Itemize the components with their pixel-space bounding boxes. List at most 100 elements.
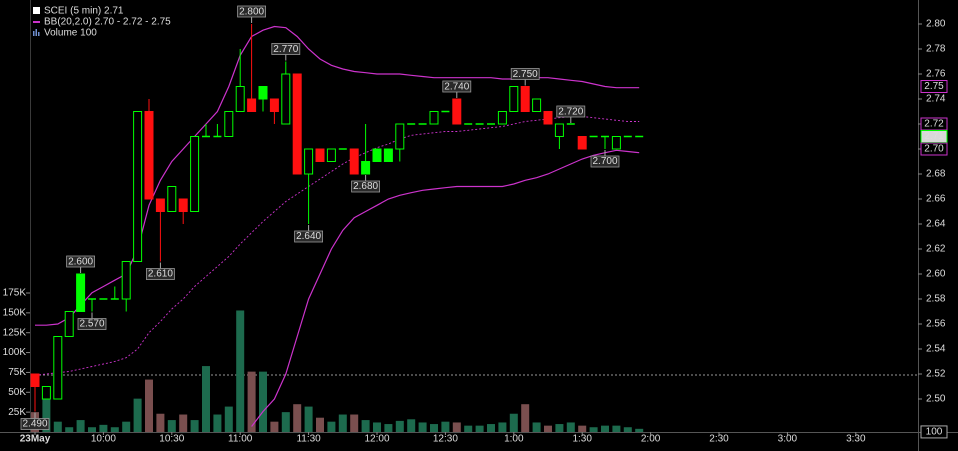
volume-bar xyxy=(612,425,621,432)
high-label-box xyxy=(66,255,95,268)
candle-body xyxy=(167,186,177,212)
candle-body xyxy=(30,373,40,387)
low-label: 2.680 xyxy=(353,181,378,192)
legend-icon xyxy=(33,29,40,36)
x-tick-label: 12:30 xyxy=(433,434,458,445)
volume-bar xyxy=(623,427,632,432)
high-label: 2.750 xyxy=(513,69,538,80)
candle-layer xyxy=(30,24,644,412)
candle xyxy=(144,99,154,200)
x-tick-label: 11:30 xyxy=(296,434,321,445)
candle xyxy=(247,24,257,112)
volume-bar xyxy=(270,421,279,432)
band-middle xyxy=(34,116,640,376)
candle-body xyxy=(121,261,131,300)
candle-body xyxy=(269,98,279,112)
volume-bar xyxy=(122,421,131,432)
legend-entry: BB(20,2.0) 2.70 - 2.72 - 2.75 xyxy=(44,17,171,28)
volume-bar xyxy=(133,398,142,432)
candle xyxy=(372,148,382,162)
legend-icon-bar xyxy=(33,31,35,36)
volume-bar xyxy=(316,417,324,432)
y-tick-label: 2.76 xyxy=(926,69,946,80)
y-tick-label: 2.56 xyxy=(926,319,946,330)
candle-body xyxy=(452,98,462,125)
low-label: 2.700 xyxy=(592,156,617,167)
candle-body xyxy=(532,98,542,112)
candle-body xyxy=(64,311,74,337)
y-tick-label: 2.66 xyxy=(926,194,946,205)
high-label-box xyxy=(556,105,586,118)
candle xyxy=(258,86,268,112)
y-tick-label: 2.62 xyxy=(926,244,946,255)
volume-bar xyxy=(532,422,541,432)
volume-bar xyxy=(327,421,336,432)
candle-body xyxy=(247,98,257,112)
candle-body xyxy=(304,148,314,175)
y-tick-label: 2.54 xyxy=(926,344,946,355)
high-label-box xyxy=(237,5,267,18)
candle xyxy=(88,298,96,312)
candle-body xyxy=(429,111,439,125)
low-label-box xyxy=(294,230,324,243)
high-label-box xyxy=(510,68,540,80)
volume-bar xyxy=(190,420,199,432)
candle-body xyxy=(190,136,200,212)
volume-bar xyxy=(224,406,233,432)
y-tick-label: 2.50 xyxy=(926,394,946,405)
volume-bar xyxy=(145,379,153,432)
candle xyxy=(601,135,609,149)
x-tick-label: 3:00 xyxy=(778,434,798,445)
volume-bar xyxy=(350,414,359,432)
volume-bar xyxy=(464,425,473,432)
x-tick-label: 1:30 xyxy=(572,434,592,445)
volume-bar xyxy=(498,422,507,432)
candle xyxy=(202,124,210,138)
high-label: 2.770 xyxy=(273,44,298,55)
axis-marker-label: 2.75 xyxy=(924,81,944,92)
low-label-box xyxy=(351,180,381,193)
candle xyxy=(64,311,74,337)
y2-tick-label: 175K xyxy=(3,288,27,299)
volume-bar xyxy=(213,414,222,432)
candle xyxy=(30,373,40,412)
label-layer: 2.490 2.600 2.570 2.610 2.800 2.770 2.640 2.680… xyxy=(20,5,620,430)
candle xyxy=(269,98,279,124)
axis-marker-label: 100 xyxy=(926,427,943,438)
high-label-box xyxy=(442,80,472,93)
candle-body xyxy=(53,336,63,400)
volume-bar xyxy=(76,420,85,432)
y2-tick-label: 150K xyxy=(3,308,27,319)
candle xyxy=(155,198,165,262)
x-tick-label: 10:00 xyxy=(91,434,116,445)
candle xyxy=(235,49,245,112)
volume-bar xyxy=(247,371,256,432)
y-tick-label: 2.58 xyxy=(926,294,946,305)
low-label: 2.610 xyxy=(148,269,173,280)
volume-bar xyxy=(259,371,267,432)
volume-bar xyxy=(384,424,393,432)
candle xyxy=(429,111,439,125)
volume-bar xyxy=(42,397,51,432)
high-label: 2.720 xyxy=(558,107,583,118)
legend-entry: Volume 100 xyxy=(44,28,97,39)
candle xyxy=(315,148,325,162)
candle xyxy=(53,336,63,400)
candle xyxy=(497,111,507,125)
axis-marker-label: 2.71 xyxy=(924,131,944,142)
volume-bar xyxy=(167,420,176,432)
axis-marker xyxy=(920,142,948,156)
y2-tick-label: 125K xyxy=(3,327,27,338)
axis-marker-label: 2.72 xyxy=(924,119,944,130)
candle-body xyxy=(155,198,165,212)
candle xyxy=(167,186,177,212)
candle xyxy=(110,286,119,300)
y-tick-label: 2.52 xyxy=(926,369,946,380)
y-tick-label: 2.78 xyxy=(926,44,946,55)
volume-bar xyxy=(509,413,518,432)
candle-body xyxy=(315,148,325,162)
volume-bar xyxy=(418,422,427,432)
